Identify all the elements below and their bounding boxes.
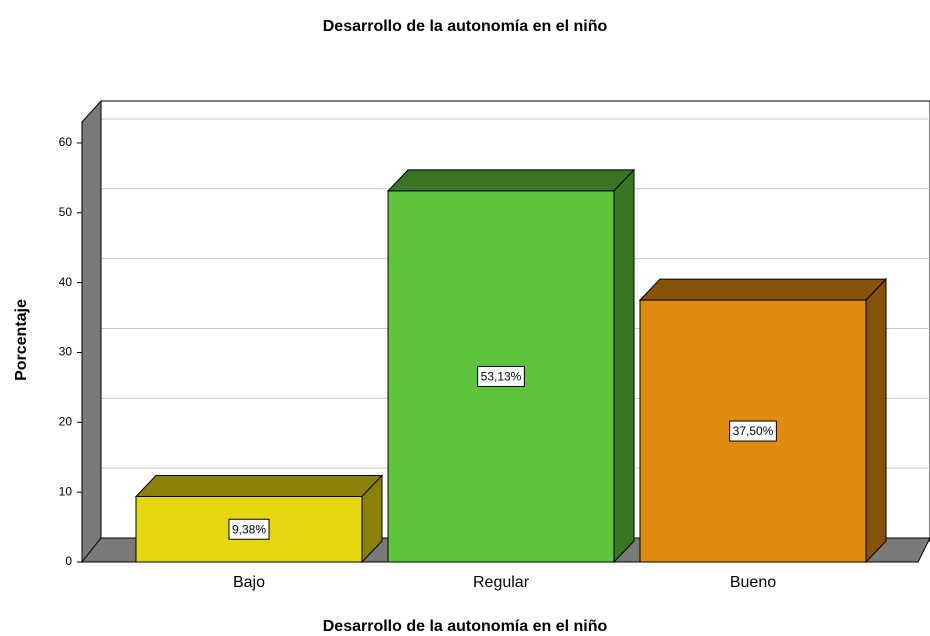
bar-side (865, 277, 887, 564)
value-label: 53,13% (481, 370, 522, 384)
value-label-box (477, 365, 525, 387)
x-tick-label: Bajo (233, 574, 265, 591)
bar-top (638, 278, 888, 301)
y-tick-label: 40 (59, 275, 73, 289)
bar-top (134, 474, 384, 497)
value-label-box (729, 420, 777, 442)
y-tick-label: 30 (59, 345, 73, 359)
y-tick-label: 60 (59, 135, 73, 149)
x-tick-label: Regular (473, 574, 530, 591)
x-tick-label: Bueno (730, 574, 776, 591)
y-tick-label: 10 (59, 484, 73, 498)
value-label: 37,50% (733, 424, 774, 438)
bar (134, 474, 384, 564)
bar-top (386, 169, 636, 192)
y-axis-label: Porcentaje (13, 299, 30, 381)
left-wall (81, 99, 102, 564)
y-tick-label: 0 (65, 554, 72, 568)
x-axis-label: Desarrollo de la autonomía en el niño (323, 618, 608, 635)
value-label: 9,38% (232, 522, 266, 536)
value-label-box (228, 518, 270, 540)
y-tick-label: 50 (59, 205, 73, 219)
y-tick-label: 20 (59, 414, 73, 428)
bar-side (613, 168, 635, 564)
chart-title: Desarrollo de la autonomía en el niño (323, 18, 608, 35)
